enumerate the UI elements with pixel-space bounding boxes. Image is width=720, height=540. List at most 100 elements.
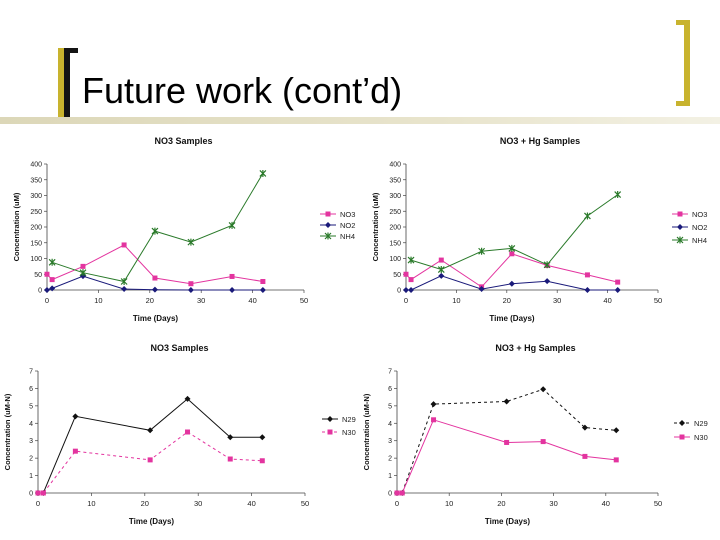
left-bracket-top	[64, 48, 78, 53]
y-tick-label: 350	[30, 177, 42, 184]
x-tick-label: 10	[94, 296, 102, 305]
data-point-nh4	[79, 269, 87, 277]
y-tick-label: 250	[30, 209, 42, 216]
y-tick-label: 200	[30, 225, 42, 232]
data-point-no2	[229, 287, 236, 293]
data-point-no3	[584, 272, 590, 278]
data-point-no2	[259, 287, 266, 293]
legend-marker-n29	[327, 416, 333, 422]
series-line-no2	[406, 275, 618, 291]
data-point-no2	[584, 287, 591, 293]
legend-marker-nh4	[676, 236, 684, 244]
y-tick-label: 300	[389, 193, 401, 200]
y-tick-label: 400	[389, 162, 401, 169]
chart-title: NO3 Samples	[154, 136, 212, 146]
y-tick-label: 150	[389, 240, 401, 247]
data-point-no3	[49, 277, 55, 283]
data-point-n29	[184, 395, 191, 402]
data-point-no2	[544, 278, 551, 285]
right-bracket-bottom	[676, 101, 690, 106]
right-bracket-top	[676, 20, 690, 25]
y-tick-label: 4	[29, 421, 33, 428]
data-point-n30	[147, 457, 153, 463]
data-point-no3	[80, 263, 86, 269]
slide-title: Future work (cont’d)	[82, 70, 403, 111]
data-point-n30	[72, 448, 78, 454]
data-point-nh4	[120, 277, 128, 285]
data-point-nh4	[407, 256, 415, 264]
legend-label-n29: N29	[342, 415, 356, 424]
x-tick-label: 0	[36, 499, 40, 508]
y-tick-label: 5	[29, 403, 33, 410]
x-tick-label: 20	[146, 296, 154, 305]
data-point-no3	[615, 279, 621, 285]
data-point-n30	[40, 490, 46, 496]
left-bracket-accent	[58, 48, 64, 120]
y-axis-label: Concentration (uM)	[371, 192, 380, 261]
data-point-n29	[540, 386, 547, 393]
data-point-n30	[185, 429, 191, 435]
data-point-n30	[227, 456, 233, 462]
y-tick-label: 1	[388, 473, 392, 480]
x-tick-label: 30	[549, 499, 557, 508]
legend-marker-n30	[327, 429, 333, 435]
data-point-no2	[151, 286, 158, 293]
data-point-no2	[408, 287, 415, 293]
x-tick-label: 50	[300, 296, 308, 305]
x-tick-label: 40	[247, 499, 255, 508]
data-point-n30	[540, 439, 546, 445]
x-tick-label: 40	[248, 296, 256, 305]
x-tick-label: 0	[45, 296, 49, 305]
legend-marker-nh4	[324, 232, 332, 240]
data-point-no2	[614, 287, 621, 293]
legend-label-no3: NO3	[692, 210, 707, 219]
x-tick-label: 30	[197, 296, 205, 305]
data-point-no2	[187, 287, 194, 293]
x-tick-label: 10	[452, 296, 460, 305]
x-tick-label: 20	[141, 499, 149, 508]
y-tick-label: 50	[34, 272, 42, 279]
data-point-n30	[431, 417, 437, 423]
x-axis-label: Time (Days)	[133, 314, 179, 323]
data-point-no3	[438, 257, 444, 263]
data-point-n29	[430, 401, 437, 408]
data-point-nh4	[478, 247, 486, 255]
data-point-n30	[394, 490, 400, 496]
data-point-nh4	[584, 212, 591, 220]
data-point-n30	[613, 457, 619, 463]
data-point-n30	[35, 490, 41, 496]
data-point-no2	[478, 286, 485, 293]
data-point-nh4	[259, 169, 267, 177]
chart-title: NO3 Samples	[150, 343, 208, 353]
data-point-n29	[147, 427, 154, 434]
data-point-no2	[49, 285, 56, 292]
data-point-n29	[581, 424, 588, 431]
y-tick-label: 0	[38, 288, 42, 295]
y-tick-label: 2	[388, 456, 392, 463]
y-tick-label: 50	[393, 272, 401, 279]
x-axis-label: Time (Days)	[489, 314, 535, 323]
data-point-n30	[582, 453, 588, 459]
data-point-no3	[121, 242, 127, 248]
y-tick-label: 4	[388, 421, 392, 428]
y-tick-label: 3	[388, 438, 392, 445]
x-tick-label: 50	[301, 499, 309, 508]
y-tick-label: 300	[30, 193, 42, 200]
y-tick-label: 100	[30, 256, 42, 263]
data-point-nh4	[543, 261, 551, 269]
x-tick-label: 10	[445, 499, 453, 508]
x-tick-label: 30	[194, 499, 202, 508]
x-tick-label: 0	[404, 296, 408, 305]
x-tick-label: 50	[654, 296, 662, 305]
data-point-no3	[152, 275, 158, 281]
x-tick-label: 20	[503, 296, 511, 305]
y-tick-label: 400	[30, 162, 42, 169]
data-point-no3	[509, 251, 515, 257]
y-tick-label: 350	[389, 177, 401, 184]
data-point-no2	[403, 287, 409, 293]
x-tick-label: 40	[602, 499, 610, 508]
y-tick-label: 7	[388, 369, 392, 376]
